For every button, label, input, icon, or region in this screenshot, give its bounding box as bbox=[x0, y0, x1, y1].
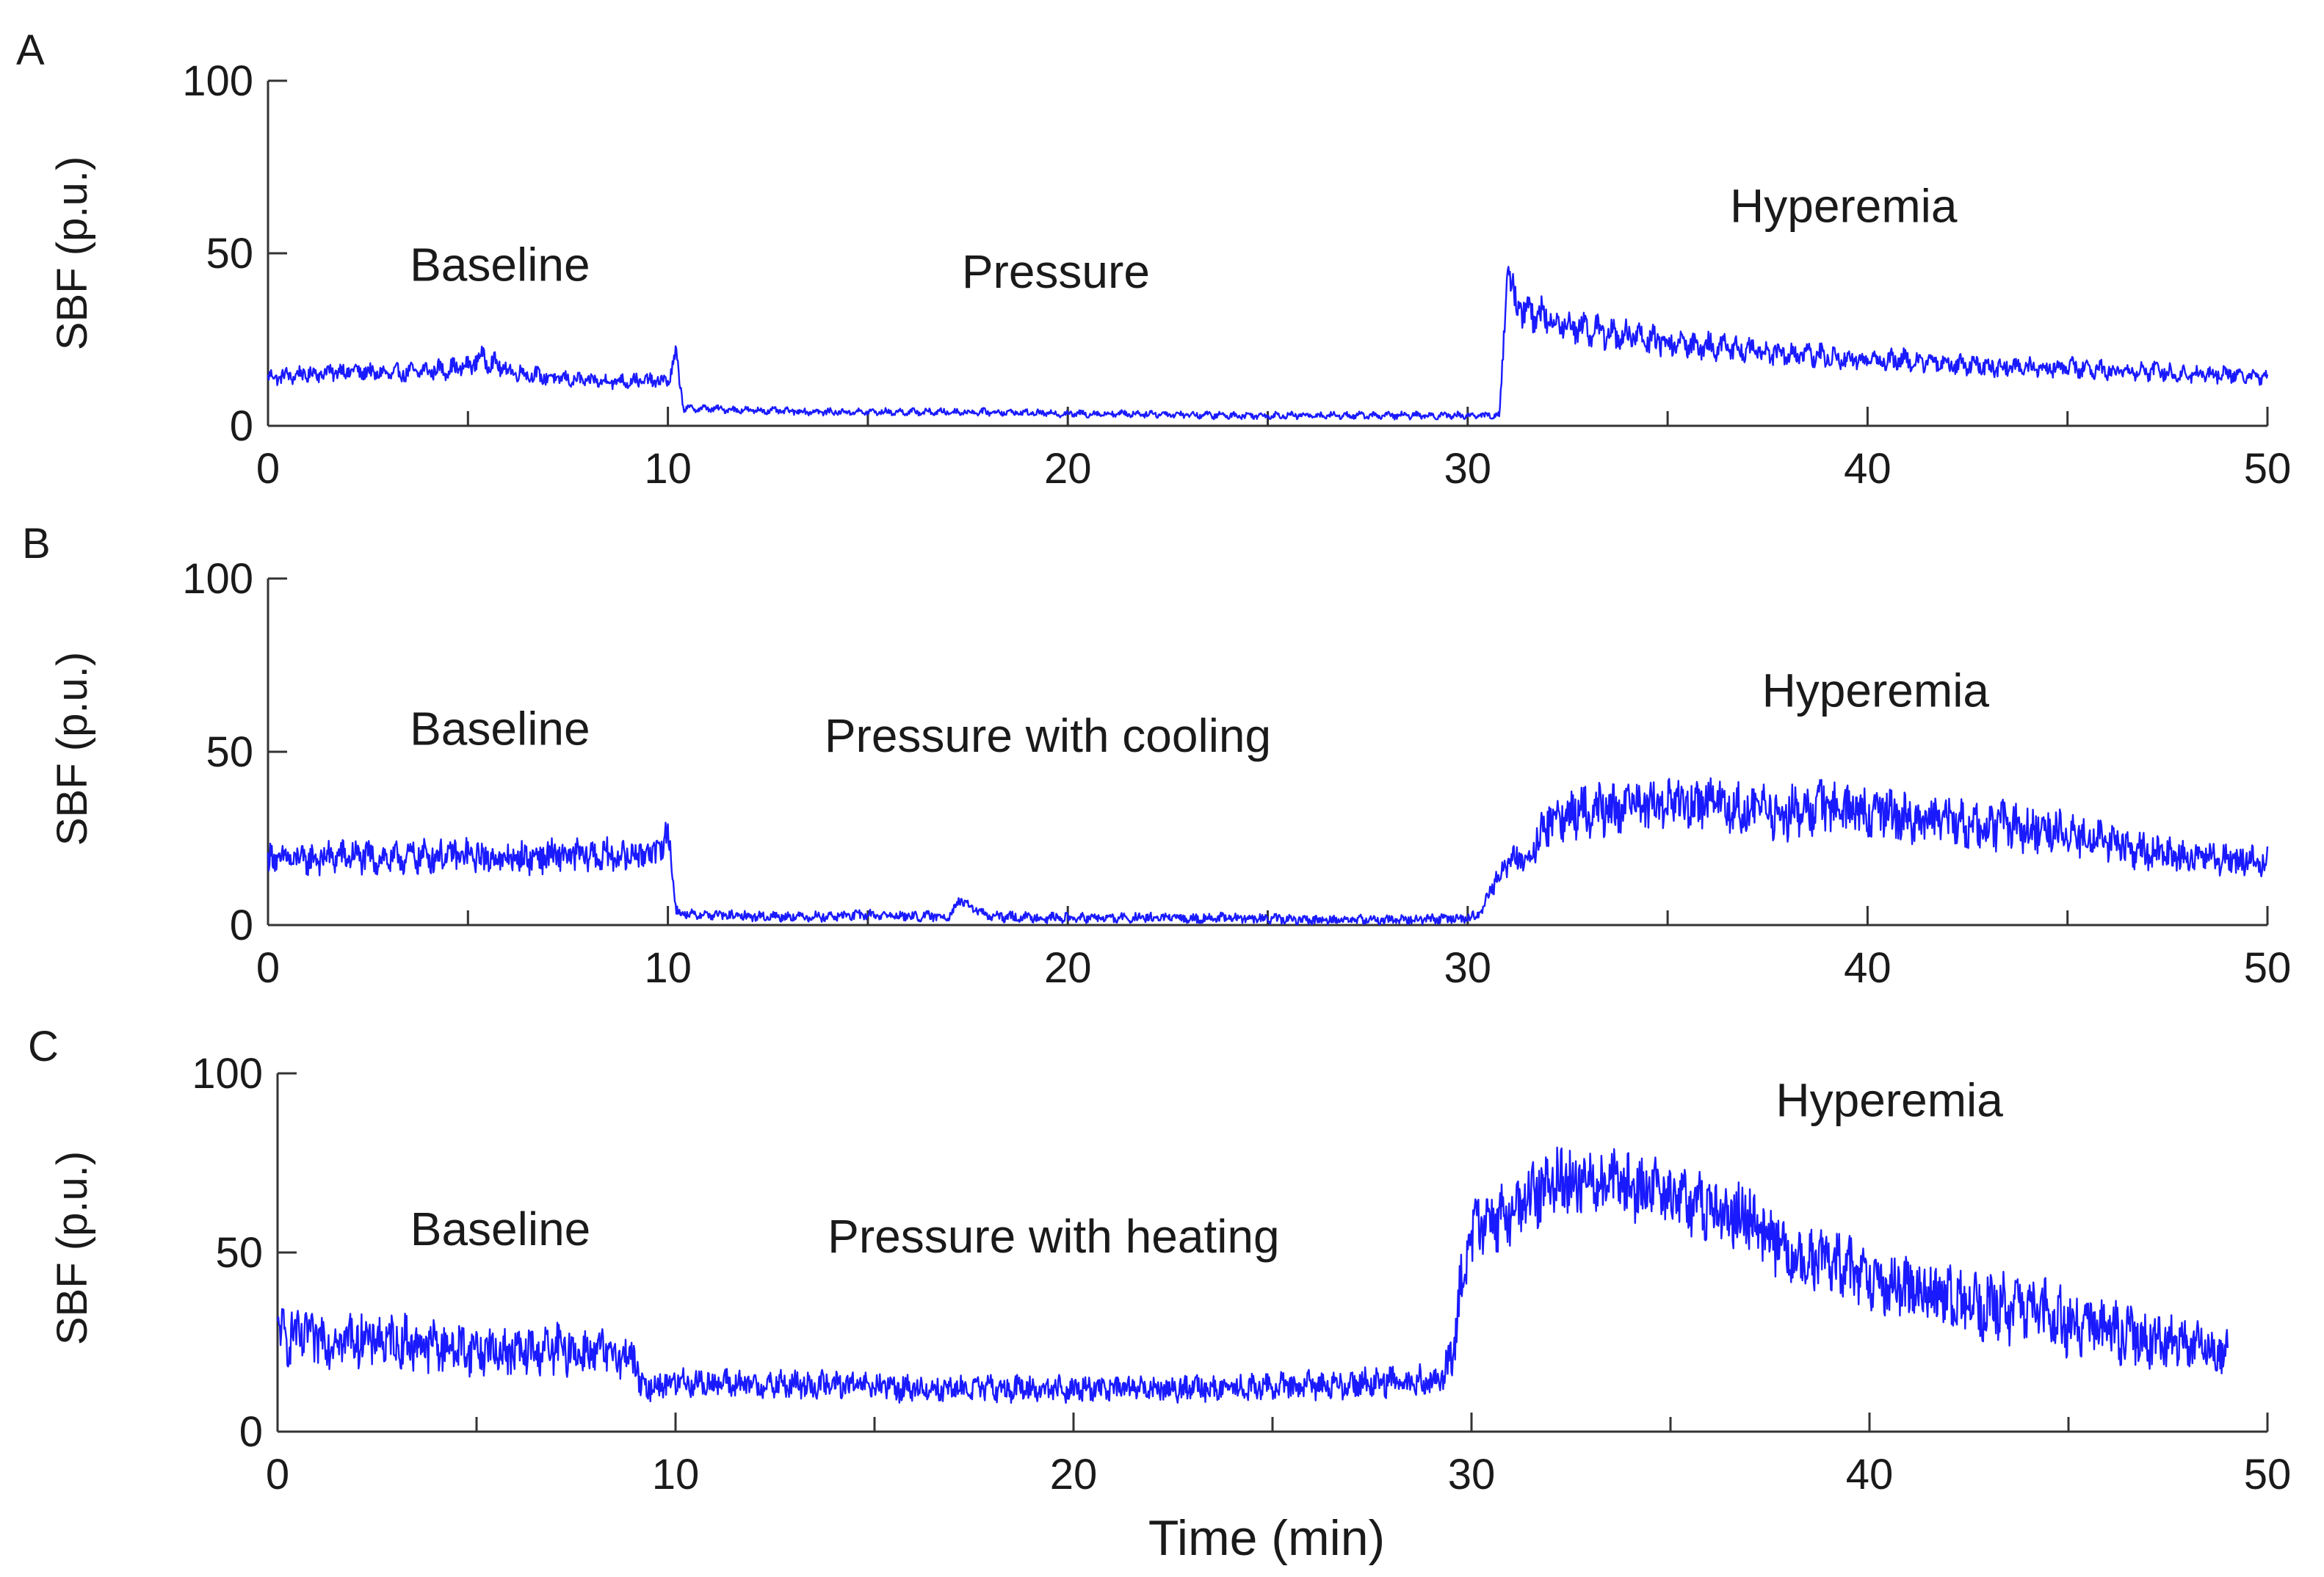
y-axis-label-b: SBF (p.u.) bbox=[48, 652, 96, 846]
phase-annotation: Baseline bbox=[410, 703, 590, 755]
x-tick-label: 0 bbox=[256, 944, 280, 992]
x-tick-label: 40 bbox=[1846, 1451, 1894, 1498]
sbf-series-line bbox=[267, 777, 2269, 926]
panel-letter-b: B bbox=[22, 520, 51, 568]
x-tick-label: 50 bbox=[2244, 1451, 2292, 1498]
x-tick-label: 10 bbox=[644, 944, 692, 992]
x-tick-label: 0 bbox=[256, 445, 280, 493]
y-tick-label: 50 bbox=[206, 728, 253, 776]
x-tick-label: 50 bbox=[2244, 944, 2292, 992]
x-tick-label: 30 bbox=[1448, 1451, 1496, 1498]
x-tick-label: 40 bbox=[1844, 944, 1892, 992]
phase-annotation: Hyperemia bbox=[1730, 180, 1958, 233]
panel-letter-a: A bbox=[16, 26, 45, 74]
x-tick-label: 30 bbox=[1444, 445, 1492, 493]
panel-letter-c: C bbox=[28, 1023, 59, 1070]
phase-annotation: Pressure with cooling bbox=[825, 709, 1271, 762]
y-tick-label: 100 bbox=[182, 555, 253, 603]
phase-annotation: Baseline bbox=[410, 239, 590, 291]
x-tick-label: 50 bbox=[2244, 445, 2292, 493]
x-tick-label: 40 bbox=[1844, 445, 1892, 493]
x-tick-label: 30 bbox=[1444, 944, 1492, 992]
y-tick-label: 0 bbox=[230, 402, 253, 450]
phase-annotation: Baseline bbox=[410, 1203, 591, 1255]
x-tick-label: 10 bbox=[644, 445, 692, 493]
sbf-series-line bbox=[267, 266, 2269, 421]
y-tick-label: 100 bbox=[192, 1050, 263, 1098]
panel-a: A SBF (p.u.) 0 10 20 30 40 50 0 50 100 Baseline Pr… bbox=[16, 26, 2291, 493]
y-tick-label: 0 bbox=[230, 902, 253, 949]
x-tick-label: 0 bbox=[266, 1451, 289, 1498]
panel-c: C SBF (p.u.) 0 10 20 30 40 50 0 50 100 Baseline Pr… bbox=[28, 1023, 2291, 1498]
x-tick-label: 20 bbox=[1044, 944, 1092, 992]
phase-annotation: Pressure bbox=[962, 245, 1150, 298]
x-tick-label: 10 bbox=[652, 1451, 700, 1498]
x-axis-title: Time (min) bbox=[1148, 1510, 1385, 1566]
x-tick-label: 20 bbox=[1050, 1451, 1098, 1498]
y-tick-label: 50 bbox=[215, 1229, 263, 1277]
y-axis-label-a: SBF (p.u.) bbox=[48, 156, 96, 350]
phase-annotation: Pressure with heating bbox=[828, 1210, 1279, 1263]
y-tick-label: 50 bbox=[206, 230, 253, 278]
y-tick-label: 0 bbox=[239, 1408, 263, 1456]
y-axis-label-c: SBF (p.u.) bbox=[48, 1151, 96, 1345]
phase-annotation: Hyperemia bbox=[1762, 664, 1990, 717]
y-tick-label: 100 bbox=[182, 57, 253, 105]
sbf-series-line bbox=[276, 1146, 2229, 1404]
phase-annotation: Hyperemia bbox=[1775, 1074, 2003, 1127]
panel-b: B SBF (p.u.) 0 10 20 30 40 50 0 50 100 Baseline Pr… bbox=[22, 520, 2291, 992]
x-tick-label: 20 bbox=[1044, 445, 1092, 493]
